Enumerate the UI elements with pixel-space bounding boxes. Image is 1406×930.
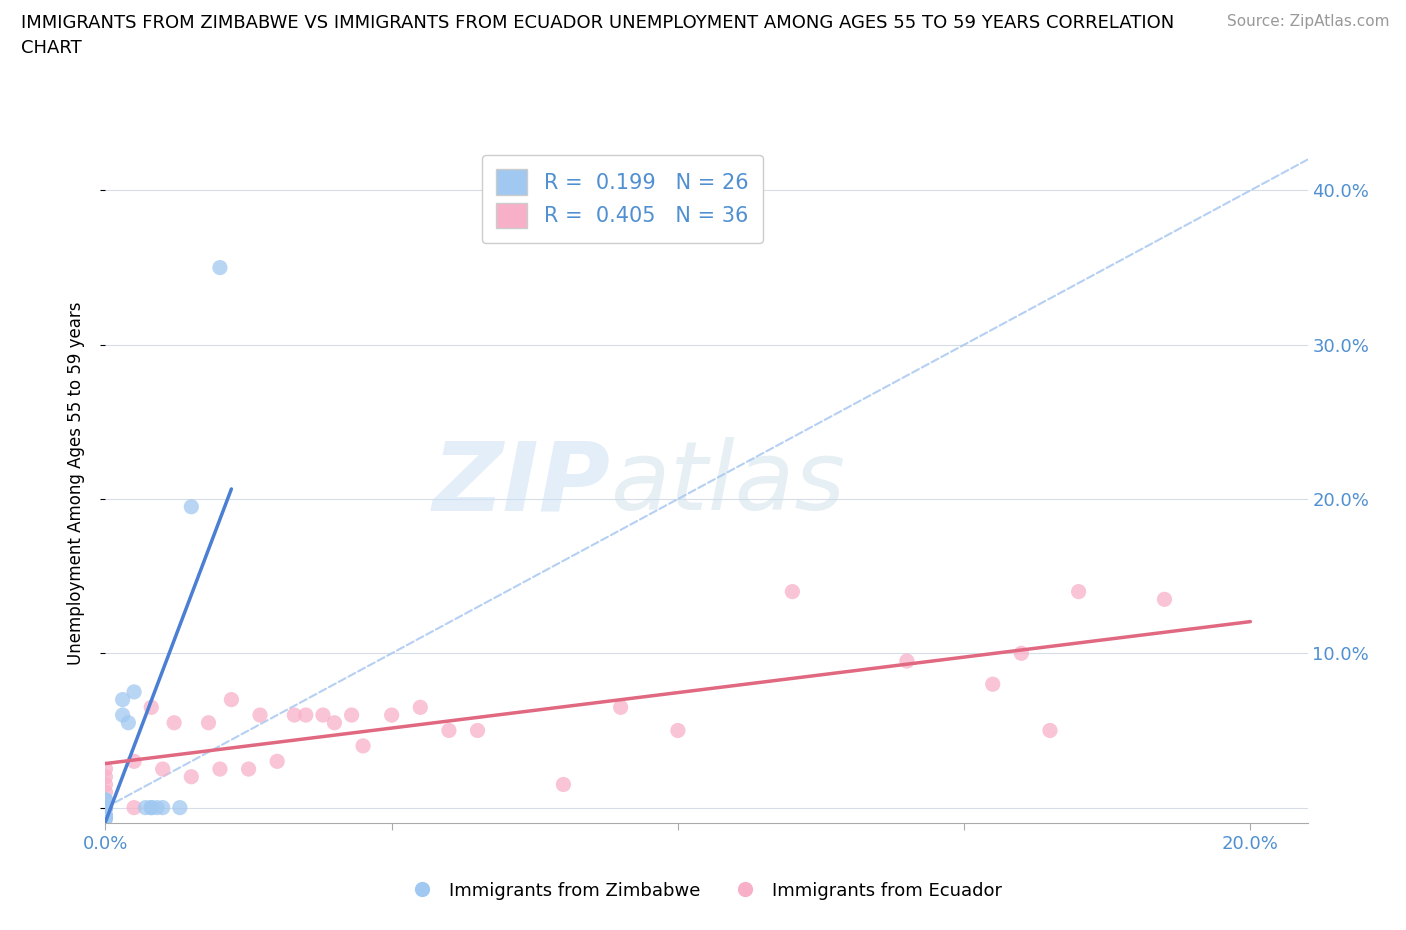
Point bbox=[94, 769, 117, 784]
Text: CHART: CHART bbox=[21, 39, 82, 57]
Point bbox=[437, 723, 460, 737]
Legend: R =  0.199   N = 26, R =  0.405   N = 36: R = 0.199 N = 26, R = 0.405 N = 36 bbox=[481, 154, 763, 243]
Point bbox=[221, 692, 243, 707]
Point bbox=[266, 754, 288, 769]
Point bbox=[1010, 646, 1032, 661]
Point bbox=[467, 723, 489, 737]
Point bbox=[152, 800, 174, 815]
Point bbox=[197, 715, 219, 730]
Point bbox=[152, 762, 174, 777]
Point bbox=[141, 800, 163, 815]
Point bbox=[111, 692, 134, 707]
Point bbox=[238, 762, 260, 777]
Point bbox=[381, 708, 404, 723]
Point bbox=[163, 715, 186, 730]
Text: ZIP: ZIP bbox=[433, 437, 610, 530]
Point bbox=[94, 785, 117, 800]
Point bbox=[249, 708, 271, 723]
Text: Source: ZipAtlas.com: Source: ZipAtlas.com bbox=[1226, 14, 1389, 29]
Point bbox=[94, 792, 117, 807]
Point bbox=[122, 754, 145, 769]
Point bbox=[122, 800, 145, 815]
Point bbox=[117, 715, 139, 730]
Point bbox=[782, 584, 804, 599]
Point bbox=[141, 700, 163, 715]
Y-axis label: Unemployment Among Ages 55 to 59 years: Unemployment Among Ages 55 to 59 years bbox=[66, 302, 84, 665]
Point bbox=[208, 762, 231, 777]
Point bbox=[94, 808, 117, 823]
Point bbox=[666, 723, 689, 737]
Point bbox=[409, 700, 432, 715]
Point bbox=[1153, 591, 1175, 606]
Point bbox=[169, 800, 191, 815]
Point bbox=[141, 800, 163, 815]
Point bbox=[94, 762, 117, 777]
Point bbox=[94, 800, 117, 815]
Point bbox=[94, 800, 117, 815]
Point bbox=[1039, 723, 1062, 737]
Point bbox=[94, 800, 117, 815]
Point bbox=[94, 800, 117, 815]
Point bbox=[94, 800, 117, 815]
Point bbox=[553, 777, 575, 792]
Point bbox=[312, 708, 335, 723]
Point bbox=[981, 677, 1004, 692]
Point bbox=[208, 260, 231, 275]
Point bbox=[94, 792, 117, 807]
Point bbox=[94, 808, 117, 823]
Point bbox=[146, 800, 169, 815]
Point bbox=[352, 738, 374, 753]
Point bbox=[180, 499, 202, 514]
Point bbox=[94, 800, 117, 815]
Point bbox=[122, 684, 145, 699]
Point bbox=[94, 811, 117, 826]
Point bbox=[111, 708, 134, 723]
Text: atlas: atlas bbox=[610, 437, 845, 530]
Legend: Immigrants from Zimbabwe, Immigrants from Ecuador: Immigrants from Zimbabwe, Immigrants fro… bbox=[396, 874, 1010, 907]
Point bbox=[283, 708, 305, 723]
Point bbox=[94, 777, 117, 792]
Point bbox=[1067, 584, 1090, 599]
Point bbox=[323, 715, 346, 730]
Point bbox=[94, 800, 117, 815]
Text: IMMIGRANTS FROM ZIMBABWE VS IMMIGRANTS FROM ECUADOR UNEMPLOYMENT AMONG AGES 55 T: IMMIGRANTS FROM ZIMBABWE VS IMMIGRANTS F… bbox=[21, 14, 1174, 32]
Point bbox=[94, 800, 117, 815]
Point bbox=[896, 654, 918, 669]
Point bbox=[340, 708, 363, 723]
Point bbox=[180, 769, 202, 784]
Point bbox=[295, 708, 318, 723]
Point bbox=[609, 700, 631, 715]
Point bbox=[135, 800, 157, 815]
Point bbox=[94, 811, 117, 826]
